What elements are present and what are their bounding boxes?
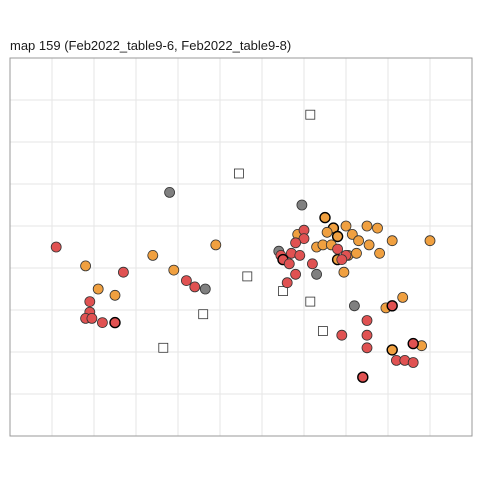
data-point-orange bbox=[353, 235, 365, 247]
data-point-red bbox=[294, 249, 306, 261]
data-point-gray bbox=[164, 186, 176, 198]
data-point-red bbox=[407, 357, 419, 368]
data-point-orange bbox=[92, 283, 104, 295]
data-point-orange bbox=[372, 222, 383, 234]
data-point-red bbox=[306, 258, 318, 270]
data-point-square bbox=[233, 168, 244, 179]
data-point-square bbox=[317, 326, 328, 336]
data-point-orange bbox=[147, 249, 159, 261]
data-point-red bbox=[357, 371, 369, 383]
data-point-orange bbox=[374, 247, 386, 259]
data-point-gray bbox=[296, 199, 308, 211]
plot-border bbox=[9, 57, 473, 437]
data-point-red bbox=[84, 296, 96, 308]
data-point-red bbox=[290, 237, 302, 249]
data-point-orange bbox=[331, 230, 344, 243]
data-point-red bbox=[281, 277, 293, 289]
data-point-orange bbox=[361, 220, 373, 232]
data-point-orange bbox=[321, 226, 333, 238]
data-point-orange bbox=[351, 247, 362, 259]
data-point-red bbox=[290, 268, 302, 280]
data-point-orange bbox=[363, 239, 375, 251]
data-point-red bbox=[361, 342, 373, 354]
data-point-gray bbox=[348, 300, 360, 312]
chart-title: map 159 (Feb2022_table9-6, Feb2022_table… bbox=[10, 38, 292, 53]
data-point-red bbox=[189, 281, 201, 293]
data-point-red bbox=[336, 329, 348, 341]
data-point-red bbox=[180, 275, 192, 287]
data-point-orange bbox=[168, 264, 180, 276]
data-point-orange bbox=[424, 235, 436, 247]
data-point-orange bbox=[386, 344, 398, 356]
data-point-red bbox=[97, 317, 108, 329]
data-point-orange bbox=[319, 211, 331, 224]
plot-background bbox=[10, 58, 472, 436]
data-point-red bbox=[50, 241, 62, 253]
data-point-orange bbox=[338, 266, 350, 278]
data-point-square bbox=[305, 296, 316, 307]
data-point-red bbox=[86, 312, 98, 324]
data-point-orange bbox=[386, 235, 398, 247]
data-point-red bbox=[109, 316, 121, 329]
data-point-red bbox=[361, 315, 373, 326]
data-point-red bbox=[283, 258, 295, 270]
data-point-orange bbox=[210, 239, 222, 251]
data-point-red bbox=[336, 254, 348, 266]
data-point-square bbox=[278, 286, 288, 297]
data-point-square bbox=[158, 342, 169, 353]
data-point-square bbox=[198, 309, 209, 320]
data-point-orange bbox=[340, 220, 352, 232]
data-point-orange bbox=[397, 291, 409, 303]
data-point-gray bbox=[199, 283, 211, 295]
data-point-orange bbox=[80, 260, 91, 272]
data-point-orange bbox=[109, 289, 121, 301]
data-point-square bbox=[242, 271, 253, 282]
data-point-square bbox=[305, 109, 316, 120]
data-point-red bbox=[386, 300, 398, 312]
data-point-red bbox=[118, 266, 129, 278]
data-point-red bbox=[298, 233, 310, 245]
data-point-gray bbox=[311, 268, 323, 280]
data-point-red bbox=[361, 329, 373, 341]
data-point-red bbox=[407, 337, 419, 350]
data-point-red bbox=[332, 243, 344, 255]
